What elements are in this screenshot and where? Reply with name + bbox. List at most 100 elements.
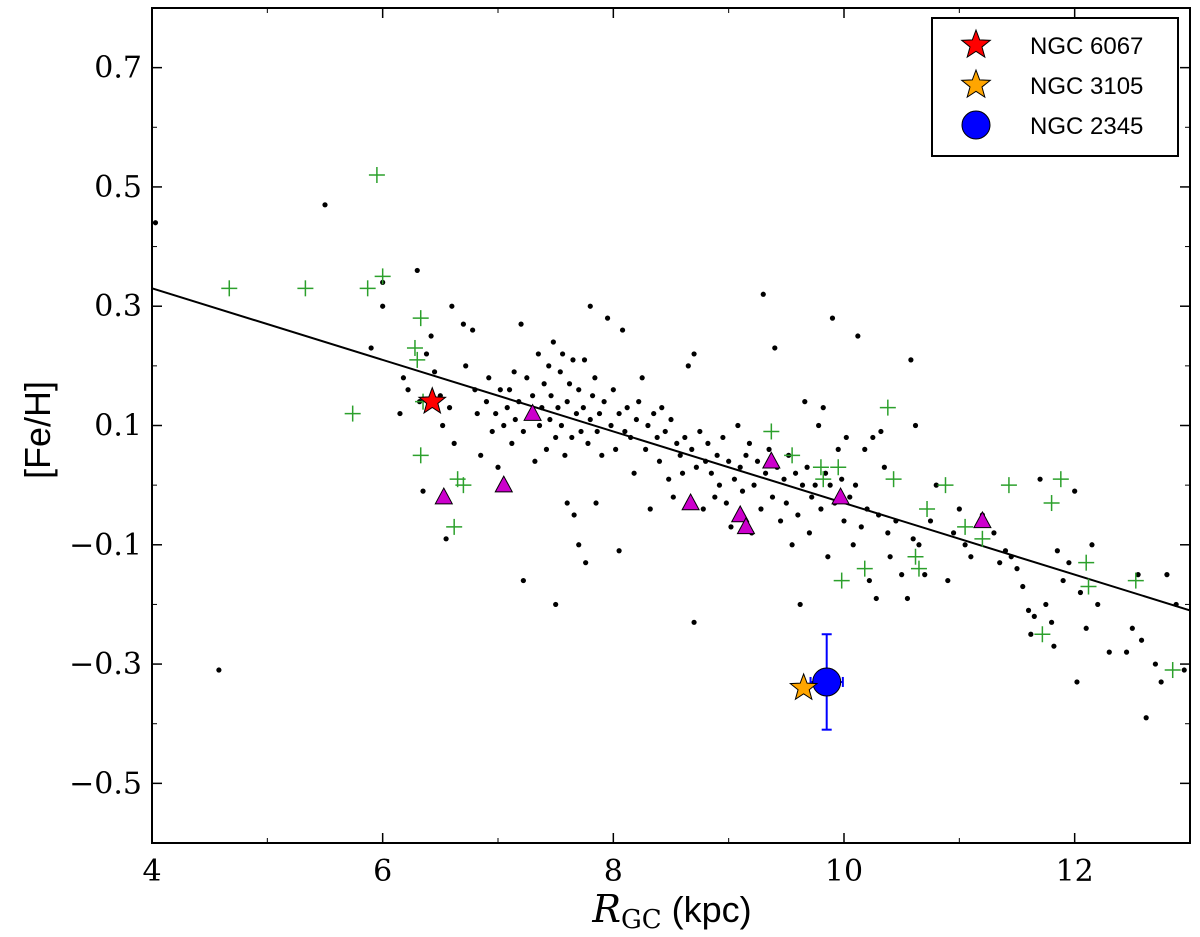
data-point [580,405,586,411]
legend-star-icon [960,28,992,59]
data-point [1051,643,1057,649]
data-point [564,500,570,506]
data-point [1123,649,1130,655]
data-point-plus [412,310,429,327]
data-point [873,595,879,602]
data-point [945,577,951,584]
data-point [1002,548,1009,554]
data-point [631,470,637,476]
data-point-plus [1080,578,1097,595]
data-point [1152,661,1158,667]
data-point [899,572,905,578]
data-point [569,434,575,441]
data-point [746,440,753,446]
data-point [679,470,686,476]
data-point-plus [833,572,850,589]
data-point-plus [455,477,472,494]
data-point [463,363,469,369]
data-point [829,315,836,321]
data-point [616,410,622,417]
y-tick-label: 0.7 [94,51,142,86]
data-point [862,446,868,452]
data-point [852,482,859,488]
data-point-plus [907,548,924,565]
y-tick-label: −0.3 [69,647,142,682]
data-point [714,452,720,458]
data-point [781,476,787,482]
data-point [506,387,513,393]
axis-ticks: 4 6 8 10 12 0.7 0.5 0.3 0.1 −0.1 −0.3 −0.5 [69,7,1190,889]
marker-ngc-2345 [812,667,842,697]
data-point [708,470,714,476]
data-point-plus [910,560,927,577]
data-point [1049,619,1055,625]
x-axis-label-unit: (kpc) [672,889,752,930]
data-point [792,470,799,476]
data-point [720,434,726,441]
data-point [619,327,626,333]
data-point-plus [763,423,780,440]
data-point [628,434,634,441]
data-point [789,542,795,548]
data-point [731,476,738,482]
data-point [397,410,403,417]
data-point [689,446,695,452]
data-point [585,440,591,446]
data-point [532,458,538,464]
data-point [405,387,411,393]
data-point [539,405,545,411]
data-point [1077,589,1084,596]
data-point [428,333,434,339]
data-point [743,452,749,458]
data-point [440,422,446,429]
data-point [583,560,589,566]
data-point [152,220,159,226]
legend-label: NGC 6067 [1030,33,1143,60]
data-point [703,458,709,464]
data-point [322,202,328,208]
data-point [564,399,570,405]
data-point [501,422,507,429]
data-point [587,416,593,423]
y-axis-label: [Fe/H] [17,381,58,479]
data-point [1164,572,1170,578]
data-point-plus [221,280,238,297]
data-point [841,518,847,524]
data-point [726,458,732,464]
data-point [797,601,803,608]
data-point [1138,637,1145,643]
data-point [581,357,588,363]
data-point [1060,577,1066,584]
data-point [576,542,582,548]
legend: NGC 6067 NGC 3105 NGC 2345 [931,17,1179,157]
data-point [822,470,829,476]
y-tick-label: 0.5 [94,170,142,205]
data-point [912,422,919,429]
data-point [881,464,887,470]
data-point [751,482,757,488]
legend-star-icon [960,68,992,99]
data-point [968,554,974,560]
data-point-plus [879,399,896,416]
data-point [518,321,524,327]
data-point [799,482,806,488]
data-point [1028,631,1034,637]
data-point [594,428,600,435]
data-point-plus [957,518,974,535]
data-point-plus [1000,477,1017,494]
data-point-plus [784,447,801,464]
data-point [559,351,566,357]
marker-ngc-3105 [788,672,819,701]
data-point [530,393,536,399]
data-point [962,542,968,548]
data-point [737,464,743,470]
data-point-plus [812,459,829,476]
data-point [835,446,841,452]
data-point-plus [974,530,991,547]
data-point-plus [406,339,423,356]
data-point [850,542,856,548]
data-point [512,416,518,423]
data-point [855,333,861,339]
data-point [589,393,596,399]
marker-ngc-6067 [417,386,447,415]
